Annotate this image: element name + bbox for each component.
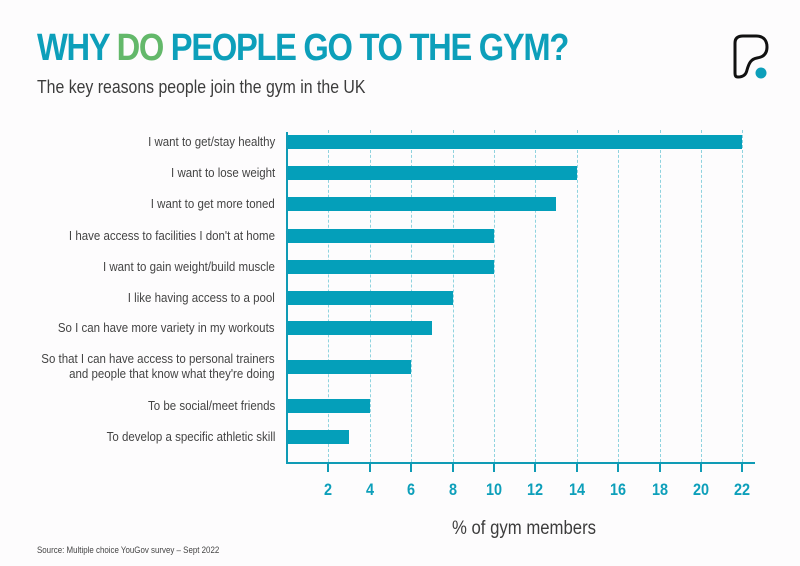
category-label: I want to get more toned <box>151 197 275 212</box>
x-tick <box>617 462 620 472</box>
category-label-line: I want to get more toned <box>150 196 275 211</box>
chart-title: WHY DO PEOPLE GO TO THE GYM? <box>37 26 570 70</box>
x-tick <box>327 462 330 472</box>
bar <box>288 430 350 444</box>
grid-line <box>618 130 620 462</box>
bar <box>288 135 743 149</box>
x-tick-label: 4 <box>365 480 374 499</box>
x-tick-label: 12 <box>527 480 544 499</box>
category-label: I want to lose weight <box>171 166 275 181</box>
x-tick-label: 10 <box>485 480 503 499</box>
category-label-line: I have access to facilities I don't at h… <box>68 228 275 243</box>
category-label: To develop a specific athletic skill <box>106 430 275 445</box>
x-tick <box>451 462 454 472</box>
title-part: WHY <box>37 27 117 69</box>
source-note: Source: Multiple choice YouGov survey – … <box>37 545 220 555</box>
bar <box>288 229 494 243</box>
category-label-line: and people that know what they're doing <box>69 367 275 381</box>
x-tick <box>700 462 702 472</box>
category-label: To be social/meet friends <box>148 399 275 414</box>
x-tick-label: 6 <box>407 480 416 499</box>
x-tick-label: 16 <box>610 480 627 499</box>
bar <box>288 291 453 305</box>
bar <box>288 360 412 374</box>
category-label: So I can have more variety in my workout… <box>58 321 275 336</box>
p-logo-icon <box>733 34 769 79</box>
grid-line <box>701 130 702 462</box>
grid-line <box>576 130 578 462</box>
category-label-line: I want to lose weight <box>170 165 275 180</box>
grid-line <box>494 130 495 462</box>
bar <box>288 166 577 180</box>
category-label-line: So I can have more variety in my workout… <box>58 320 275 335</box>
x-tick <box>575 462 578 472</box>
bar <box>288 197 557 211</box>
x-tick-label: 2 <box>324 480 333 499</box>
category-label-line: To develop a specific athletic skill <box>106 429 275 444</box>
x-tick-label: 18 <box>651 480 668 499</box>
title-highlight: DO <box>116 27 165 69</box>
bar <box>288 399 370 413</box>
x-tick <box>368 462 371 472</box>
y-axis-line <box>286 132 288 464</box>
x-tick <box>741 462 744 472</box>
category-label-line: I want to get/stay healthy <box>147 134 275 149</box>
x-tick <box>410 462 413 472</box>
bar <box>288 321 432 335</box>
grid-line <box>742 130 744 462</box>
category-label: I have access to facilities I don't at h… <box>69 229 275 244</box>
category-label-line: I like having access to a pool <box>127 290 275 305</box>
category-label-line: So that I can have access to personal tr… <box>41 352 275 366</box>
bar <box>288 260 494 274</box>
x-tick-label: 14 <box>568 480 585 499</box>
x-tick <box>493 462 495 472</box>
category-label: I like having access to a pool <box>128 291 275 306</box>
category-label-line: To be social/meet friends <box>147 398 275 413</box>
x-tick-label: 20 <box>692 480 710 499</box>
title-part: PEOPLE GO TO THE GYM? <box>163 27 570 69</box>
grid-line <box>535 130 537 462</box>
x-axis-label: % of gym members <box>452 518 597 539</box>
x-axis-line <box>286 462 755 464</box>
category-label: So that I can have access to personal tr… <box>42 352 275 382</box>
x-tick-label: 22 <box>734 480 751 499</box>
category-label: I want to get/stay healthy <box>148 135 275 150</box>
grid-line <box>452 130 454 462</box>
category-label-line: I want to gain weight/build muscle <box>103 259 275 274</box>
category-label: I want to gain weight/build muscle <box>103 260 275 275</box>
x-tick-label: 8 <box>448 480 457 499</box>
x-tick <box>658 462 661 472</box>
grid-line <box>659 130 661 462</box>
x-tick <box>534 462 537 472</box>
chart-subtitle: The key reasons people join the gym in t… <box>37 77 366 97</box>
